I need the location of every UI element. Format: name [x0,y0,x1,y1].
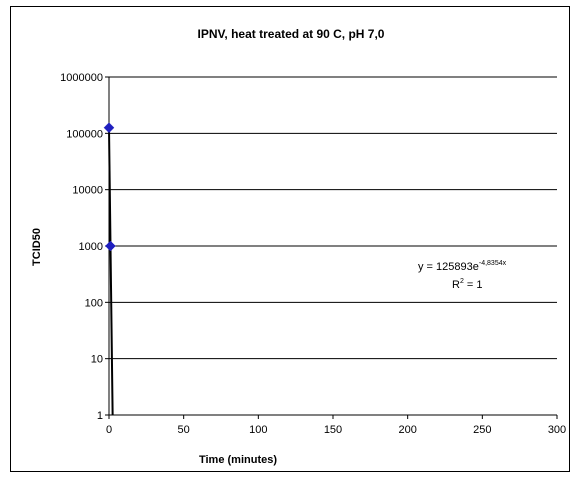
chart-svg: IPNV, heat treated at 90 C, pH 7,0 1 10 10… [31,27,566,466]
y-tick-label: 100000 [66,128,103,140]
x-tick-label: 200 [398,424,416,436]
y-tick-labels: 1 10 100 1000 10000 100000 1000000 [60,72,103,422]
y-tick-label: 1000000 [60,72,103,84]
trendline-equation: y = 125893e-4,8354x R2 = 1 [418,260,507,291]
equation-text: y = 125893e [418,261,479,273]
data-point [103,122,115,134]
axes [105,76,558,419]
svg-text:y = 125893e-4,8354x: y = 125893e-4,8354x [418,260,507,273]
y-tick-label: 10 [91,354,103,366]
y-tick-label: 1000 [79,241,103,253]
x-tick-label: 50 [178,424,190,436]
equation-exponent: -4,8354x [479,260,507,267]
x-tick-label: 250 [473,424,491,436]
trendline-layer [108,127,114,416]
r-squared-text: R [452,279,460,291]
gridlines [109,76,557,360]
x-tick-label: 100 [249,424,267,436]
x-axis-title: Time (minutes) [199,454,277,466]
x-tick-labels: 0 50 100 150 200 250 300 [106,424,566,436]
y-axis-title: TCID50 [31,228,43,266]
data-point [105,240,116,252]
x-tick-label: 0 [106,424,112,436]
data-points [103,122,116,252]
x-tick-label: 300 [548,424,566,436]
x-tick-label: 150 [324,424,342,436]
svg-text:R2 = 1: R2 = 1 [452,278,483,291]
trendline [108,127,114,416]
r-squared-exponent: 2 [460,278,464,285]
chart-title: IPNV, heat treated at 90 C, pH 7,0 [198,27,385,41]
y-tick-label: 100 [85,297,103,309]
y-tick-label: 10000 [72,185,103,197]
r-squared-value: = 1 [464,279,483,291]
y-tick-label: 1 [97,410,103,422]
chart-area: IPNV, heat treated at 90 C, pH 7,0 1 10 10… [10,6,570,472]
